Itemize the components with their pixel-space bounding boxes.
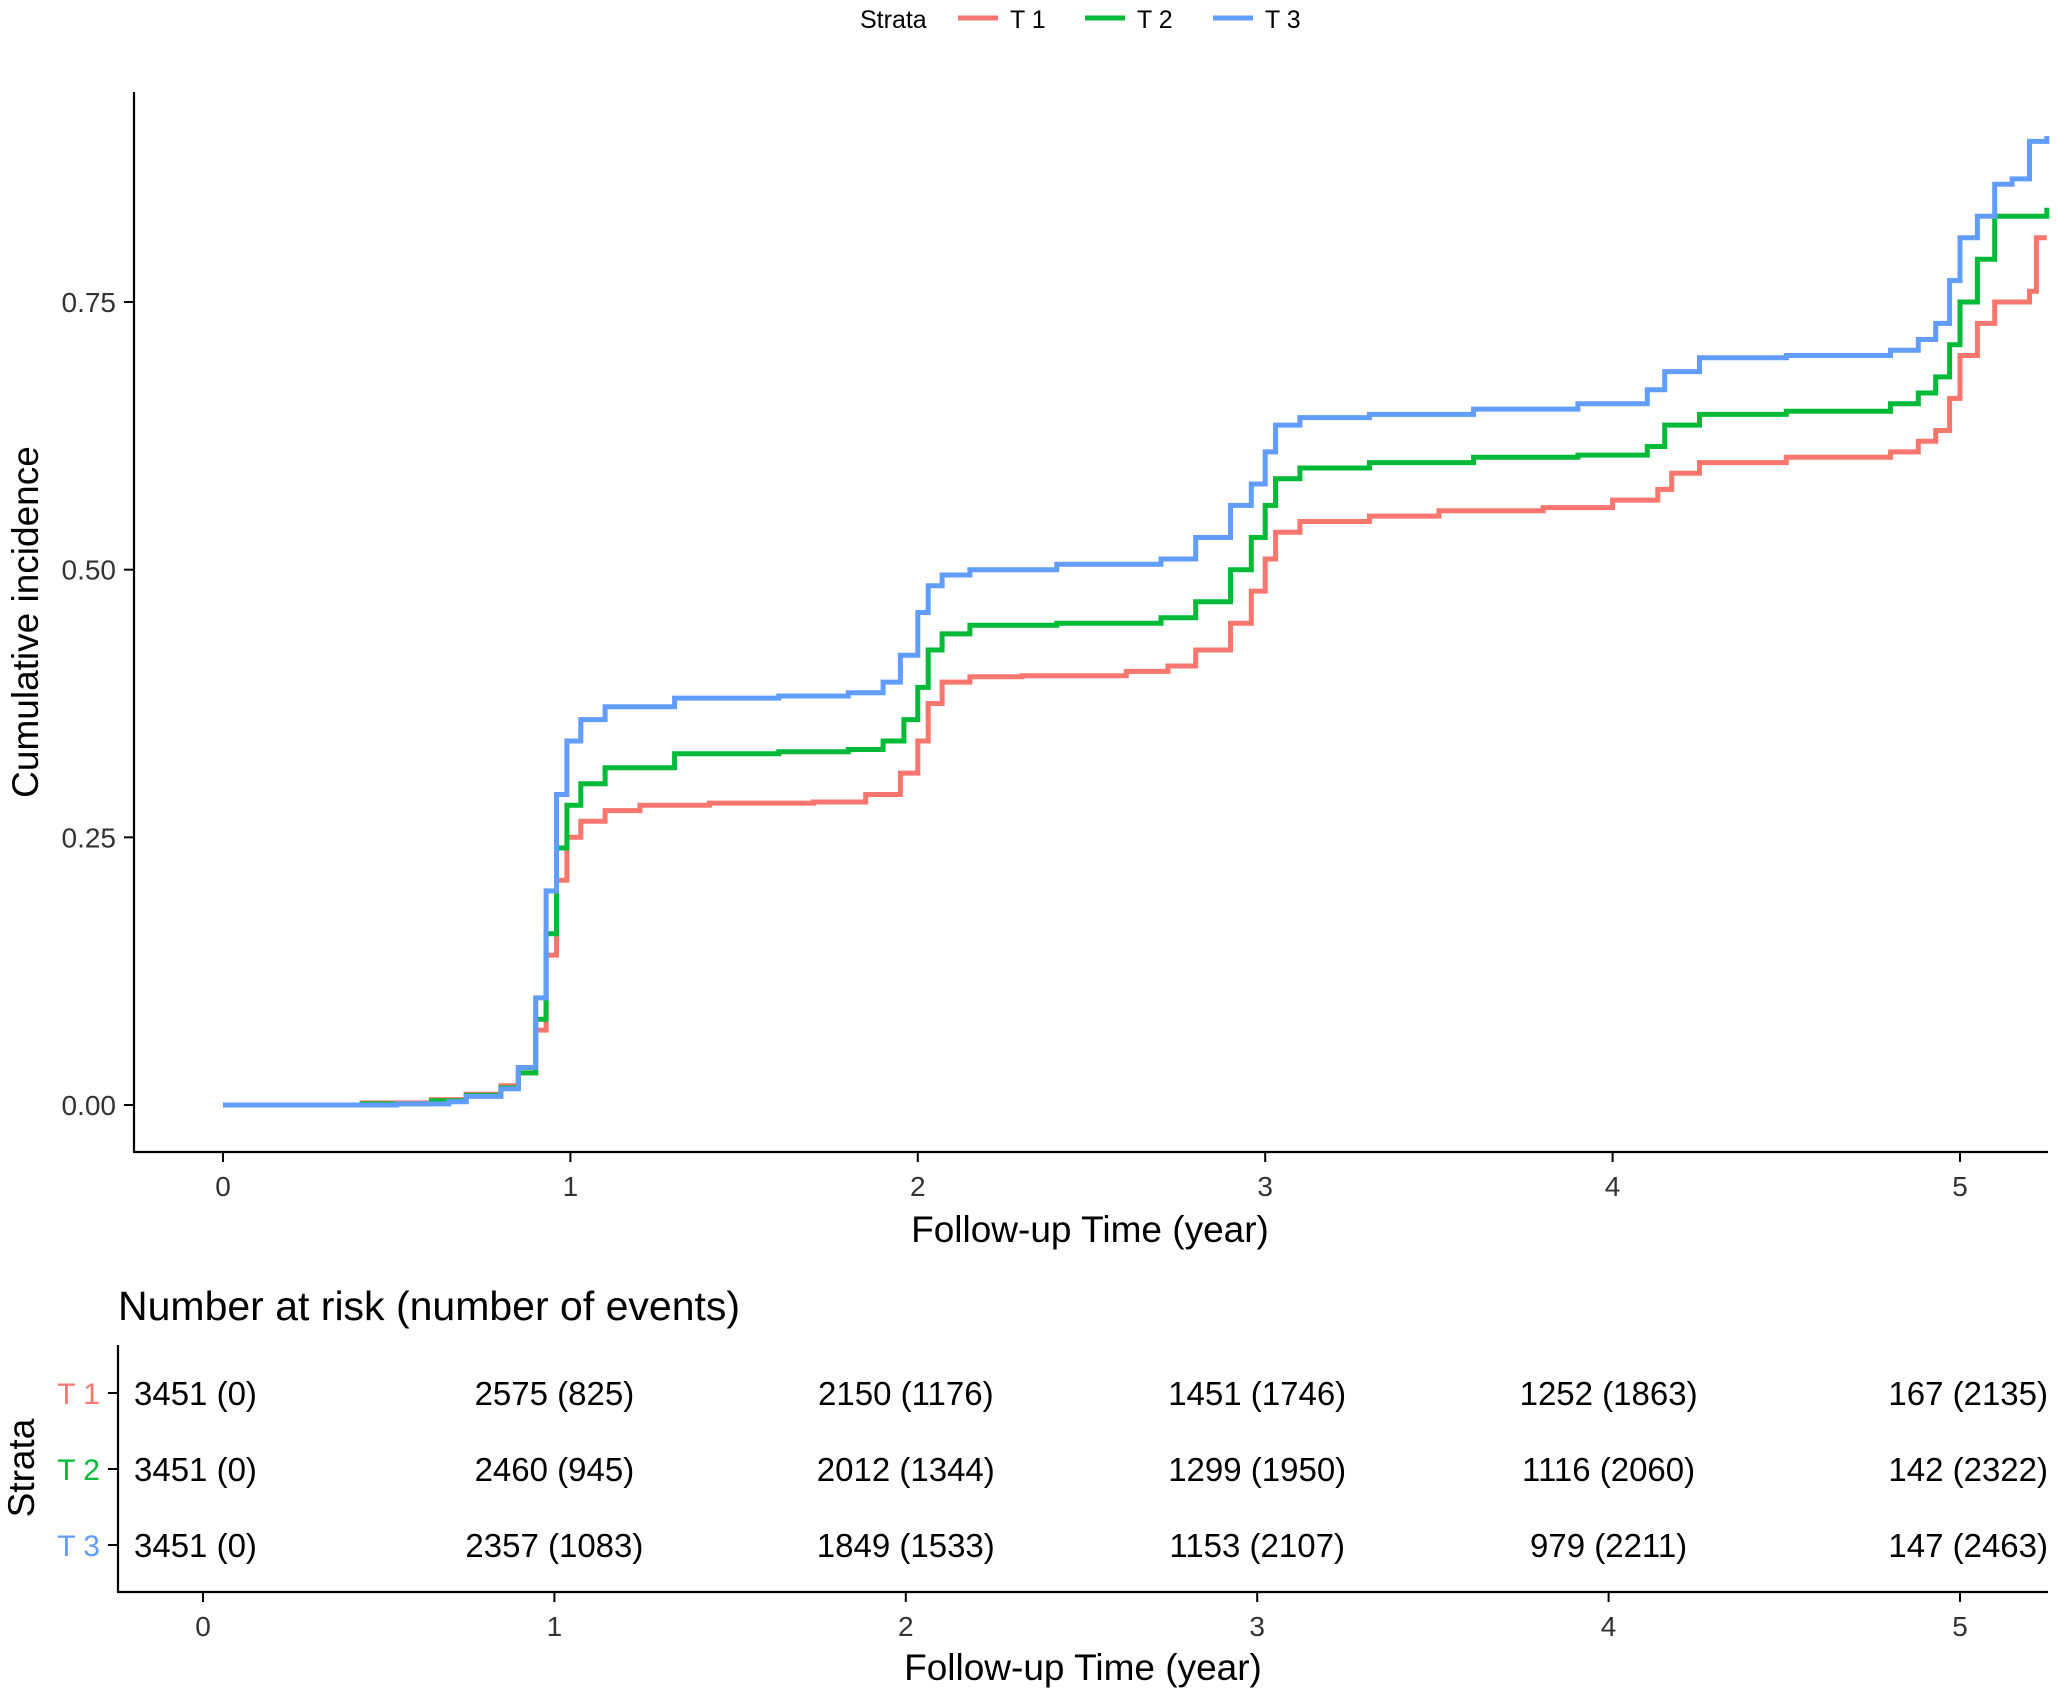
cumulative-incidence-plot: 0.00 0.25 0.50 0.75 0 1 2 3 4 5 Follow-up Time (… xyxy=(5,92,2050,1250)
risk-cell: 2150 (1176) xyxy=(818,1375,994,1412)
risk-cell: 167 (2135) xyxy=(1888,1375,2048,1412)
legend-label-t-3: T 3 xyxy=(1265,6,1301,34)
risk-table-cells: 3451 (0) 2575 (825) 2150 (1176) 1451 (1746)… xyxy=(134,1375,2048,1564)
risk-cell: 1299 (1950) xyxy=(1168,1451,1346,1488)
risk-row-label-t-3: T 3 xyxy=(57,1530,100,1563)
risk-cell: 2357 (1083) xyxy=(465,1527,643,1564)
legend: Strata T 1 T 2 T 3 xyxy=(860,6,1301,34)
legend-items: T 1 T 2 T 3 xyxy=(958,6,1301,34)
risk-cell: 2575 (825) xyxy=(475,1375,635,1412)
risk-table-title: Number at risk (number of events) xyxy=(118,1283,740,1329)
y-tick-label: 0.25 xyxy=(62,822,117,853)
risk-table: Number at risk (number of events) T 1 T 2… xyxy=(1,1283,2048,1688)
risk-table-x-ticks: 0 1 2 3 4 5 xyxy=(195,1592,1968,1642)
legend-label-t-1: T 1 xyxy=(1010,6,1046,34)
x-tick-label: 4 xyxy=(1605,1171,1621,1202)
risk-cell: 1116 (2060) xyxy=(1522,1451,1695,1488)
x-tick-label: 1 xyxy=(563,1171,579,1202)
risk-table-y-axis-label: Strata xyxy=(1,1418,42,1517)
risk-x-tick-label: 1 xyxy=(547,1611,563,1642)
x-tick-label: 0 xyxy=(215,1171,231,1202)
risk-cell: 979 (2211) xyxy=(1530,1527,1687,1564)
risk-cell: 2012 (1344) xyxy=(817,1451,995,1488)
risk-cell: 142 (2322) xyxy=(1888,1451,2048,1488)
risk-x-tick-label: 0 xyxy=(195,1611,211,1642)
y-axis-ticks: 0.00 0.25 0.50 0.75 xyxy=(62,287,134,1121)
series-line-t-1 xyxy=(223,235,2047,1108)
y-tick-label: 0.50 xyxy=(62,555,117,586)
y-tick-label: 0.75 xyxy=(62,287,117,318)
x-tick-label: 2 xyxy=(910,1171,926,1202)
risk-cell: 147 (2463) xyxy=(1888,1527,2048,1564)
x-tick-label: 5 xyxy=(1952,1171,1968,1202)
series-line-t-3 xyxy=(223,136,2050,1108)
risk-table-row-labels: T 1 T 2 T 3 xyxy=(57,1378,118,1563)
risk-row-label-t-2: T 2 xyxy=(57,1454,100,1487)
risk-cell: 3451 (0) xyxy=(134,1451,257,1488)
risk-cell: 1252 (1863) xyxy=(1520,1375,1698,1412)
x-axis-label: Follow-up Time (year) xyxy=(911,1209,1269,1250)
series-line-t-2 xyxy=(223,207,2050,1108)
risk-cell: 3451 (0) xyxy=(134,1375,257,1412)
y-tick-label: 0.00 xyxy=(62,1090,117,1121)
risk-cell: 2460 (945) xyxy=(475,1451,635,1488)
curves-layer xyxy=(223,136,2050,1108)
risk-cell: 3451 (0) xyxy=(134,1527,257,1564)
x-tick-label: 3 xyxy=(1257,1171,1273,1202)
risk-table-x-axis-label: Follow-up Time (year) xyxy=(904,1647,1262,1688)
legend-title: Strata xyxy=(860,6,927,34)
risk-x-tick-label: 3 xyxy=(1249,1611,1265,1642)
risk-x-tick-label: 2 xyxy=(898,1611,914,1642)
risk-x-tick-label: 5 xyxy=(1952,1611,1968,1642)
legend-label-t-2: T 2 xyxy=(1137,6,1173,34)
x-axis-ticks: 0 1 2 3 4 5 xyxy=(215,1152,1968,1202)
risk-row-label-t-1: T 1 xyxy=(57,1378,100,1411)
risk-cell: 1153 (2107) xyxy=(1169,1527,1345,1564)
y-axis-label: Cumulative incidence xyxy=(5,446,46,798)
risk-cell: 1451 (1746) xyxy=(1168,1375,1346,1412)
risk-cell: 1849 (1533) xyxy=(817,1527,995,1564)
risk-x-tick-label: 4 xyxy=(1601,1611,1617,1642)
